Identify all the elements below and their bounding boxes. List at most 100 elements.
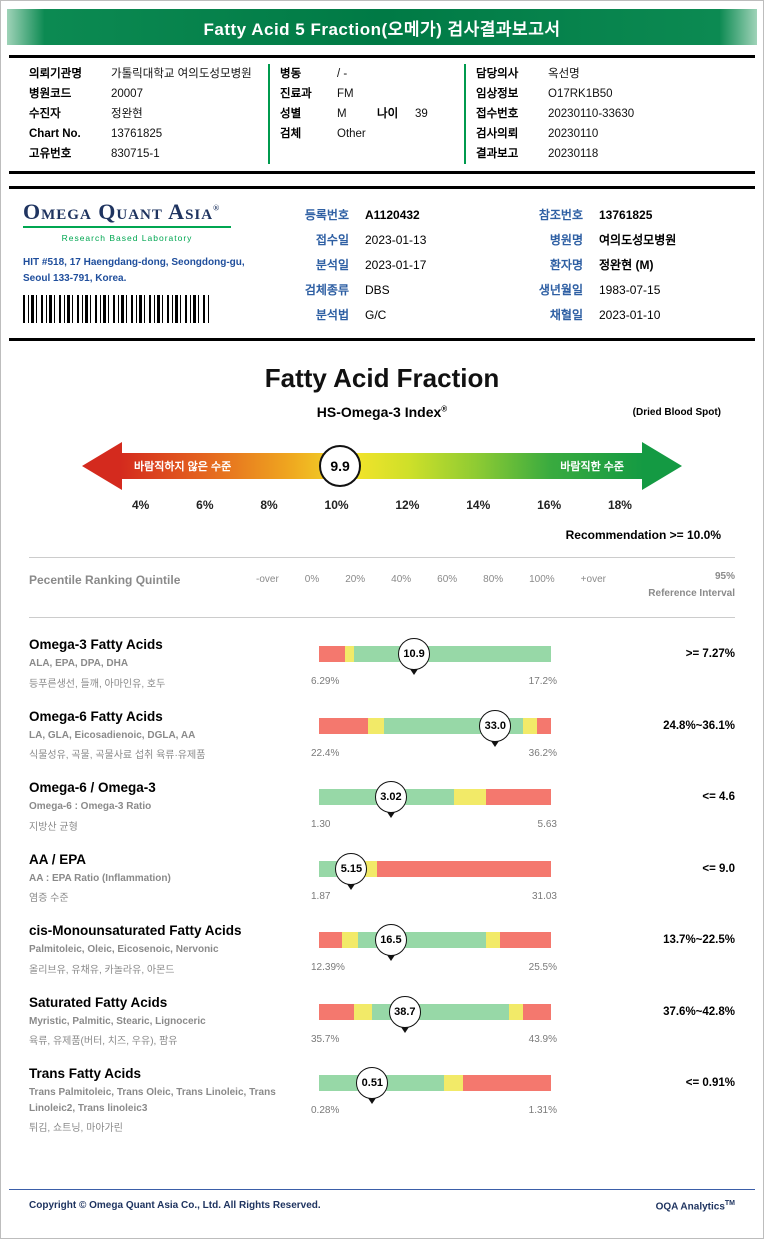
field-label: 병동 [280, 68, 302, 80]
fraction-chart: 16.5 12.39% 25.5% [311, 923, 569, 976]
field-label: 수진자 [29, 108, 61, 120]
range-max: 5.63 [537, 819, 557, 830]
fraction-info: AA / EPA AA : EPA Ratio (Inflammation) 염… [29, 852, 319, 905]
gauge-arrow-right [642, 442, 682, 490]
lab-logo-subtitle: Research Based Laboratory [61, 233, 193, 243]
lab-field-row: 접수일 2023-01-13 [275, 228, 503, 253]
index-label: HS-Omega-3 Index® [317, 404, 447, 420]
fraction-info: cis-Monounsaturated Fatty Acids Palmitol… [29, 923, 319, 976]
lab-logo-block: Omega Quant Asia® Research Based Laborat… [23, 201, 275, 328]
lab-logo: Omega Quant Asia® [23, 201, 275, 223]
lab-field-row: 검체종류 DBS [275, 278, 503, 303]
registered-mark: ® [213, 203, 221, 213]
fraction-range: 6.29% 17.2% [311, 676, 557, 687]
fraction-bar: 33.0 [319, 709, 551, 742]
divider [29, 557, 735, 558]
fraction-bar: 10.9 [319, 638, 551, 670]
field-label: 등록번호 [304, 208, 349, 222]
fraction-title: AA / EPA [29, 851, 87, 867]
fraction-chart: 10.9 6.29% 17.2% [311, 637, 569, 690]
bar-value-marker: 10.9 [398, 638, 431, 670]
lab-field-row: 환자명 정완현 (M) [509, 253, 737, 278]
percentile-ranking-label: Pecentile Ranking Quintile [29, 573, 181, 587]
gauge-label-desirable: 바람직한 수준 [560, 461, 624, 473]
patient-row: 임상정보 O17RK1B50 [476, 84, 735, 104]
bar-segment-red [523, 1003, 551, 1020]
fraction-row-aa-epa-ratio: AA / EPA AA : EPA Ratio (Inflammation) 염… [1, 852, 763, 905]
bar-segment-red [319, 717, 368, 734]
field-value: 20007 [111, 88, 143, 100]
field-label: 분석일 [315, 258, 349, 272]
registered-mark: ® [441, 404, 448, 414]
field-value: A1120432 [365, 208, 420, 222]
barcode [23, 295, 211, 323]
field-value: 정완현 [111, 108, 143, 120]
recommendation-text: Recommendation >= 10.0% [565, 528, 721, 542]
lab-field-row: 등록번호 A1120432 [275, 203, 503, 228]
patient-row: 병원코드 20007 [29, 84, 268, 104]
patient-col-2: 병동 / - 진료과 FM 성별 M 나이 39 검체 Other [268, 64, 464, 164]
field-value: O17RK1B50 [548, 88, 613, 100]
reference-value: 37.6%~42.8% [663, 1005, 735, 1018]
field-value: M [337, 108, 347, 120]
fraction-title: Trans Fatty Acids [29, 1066, 142, 1081]
bar-value-marker: 16.5 [374, 924, 407, 956]
copyright-text: Copyright © Omega Quant Asia Co., Ltd. A… [29, 1199, 321, 1211]
fraction-subtitle: Myristic, Palmitic, Stearic, Lignoceric [29, 1015, 206, 1027]
field-label: 진료과 [280, 88, 312, 100]
gauge-tick: 6% [196, 498, 214, 512]
gauge-tick-labels: 4% 6% 8% 10% 12% 14% 16% 18% [132, 498, 632, 512]
patient-row: 검체 Other [280, 124, 464, 144]
fraction-range: 12.39% 25.5% [311, 962, 557, 973]
field-label: Chart No. [29, 128, 81, 140]
fraction-subtitle: LA, GLA, Eicosadienoic, DGLA, AA [29, 729, 196, 741]
patient-col-3: 담당의사 옥선명 임상정보 O17RK1B50 접수번호 20230110-33630… [464, 64, 735, 164]
fraction-info: Omega-6 / Omega-3 Omega-6 : Omega-3 Rati… [29, 780, 319, 833]
fraction-range: 22.4% 36.2% [311, 748, 557, 759]
field-value: 정완현 (M) [599, 258, 654, 272]
patient-row: 수진자 정완현 [29, 104, 268, 124]
fraction-range: 0.28% 1.31% [311, 1105, 557, 1116]
fraction-bar: 3.02 [319, 781, 551, 813]
field-value: FM [337, 88, 354, 100]
fraction-subtitle: Trans Palmitoleic, Trans Oleic, Trans Li… [29, 1087, 276, 1114]
field-value: 가톨릭대학교 여의도성모병원 [111, 68, 252, 80]
patient-col-1: 의뢰기관명 가톨릭대학교 여의도성모병원 병원코드 20007 수진자 정완현 Cha… [29, 64, 268, 164]
fraction-title: cis-Monounsaturated Fatty Acids [29, 923, 242, 938]
field-label: 병원명 [549, 233, 583, 247]
patient-row: 검사의뢰 20230110 [476, 124, 735, 144]
fraction-range: 35.7% 43.9% [311, 1034, 557, 1045]
fraction-row-omega6-omega3-ratio: Omega-6 / Omega-3 Omega-6 : Omega-3 Rati… [1, 780, 763, 833]
bar-segment-red [319, 932, 343, 948]
lab-address-line2: Seoul 133-791, Korea. [23, 272, 127, 284]
patient-row: Chart No. 13761825 [29, 124, 268, 144]
fraction-bar: 5.15 [319, 852, 551, 885]
patient-row: 의뢰기관명 가톨릭대학교 여의도성모병원 [29, 64, 268, 84]
percentile-tick: 0% [304, 574, 320, 585]
fraction-description: 올리브유, 유채유, 카놀라유, 아몬드 [29, 964, 175, 976]
bar-segment-red [537, 717, 551, 734]
lab-address-line1: HIT #518, 17 Haengdang-dong, Seongdong-g… [23, 257, 245, 268]
field-value: 39 [415, 108, 428, 120]
fraction-info: Omega-3 Fatty Acids ALA, EPA, DPA, DHA 등… [29, 637, 319, 690]
field-value: 2023-01-17 [365, 258, 427, 272]
patient-row: 고유번호 830715-1 [29, 144, 268, 164]
fraction-bar: 16.5 [319, 924, 551, 956]
percentile-tick: 80% [483, 574, 504, 585]
bar-segment-yellow [342, 932, 359, 948]
lab-fields: 등록번호 A1120432 접수일 2023-01-13 분석일 2023-01-17… [275, 201, 741, 328]
lab-field-row: 병원명 여의도성모병원 [509, 228, 737, 253]
fraction-chart: 33.0 22.4% 36.2% [311, 709, 569, 762]
reference-value: <= 4.6 [702, 791, 735, 803]
field-value: 13761825 [111, 128, 163, 140]
range-min: 1.30 [311, 819, 331, 830]
bar-segment-yellow [444, 1075, 463, 1091]
field-value: DBS [365, 283, 390, 297]
fraction-bar: 0.51 [319, 1067, 551, 1099]
trademark-mark: TM [724, 1199, 735, 1207]
field-value: G/C [365, 308, 387, 322]
field-label: 나이 [377, 108, 399, 120]
field-value: 1983-07-15 [599, 283, 661, 297]
fraction-title: Omega-6 / Omega-3 [29, 780, 156, 795]
lab-field-row: 참조번호 13761825 [509, 203, 737, 228]
